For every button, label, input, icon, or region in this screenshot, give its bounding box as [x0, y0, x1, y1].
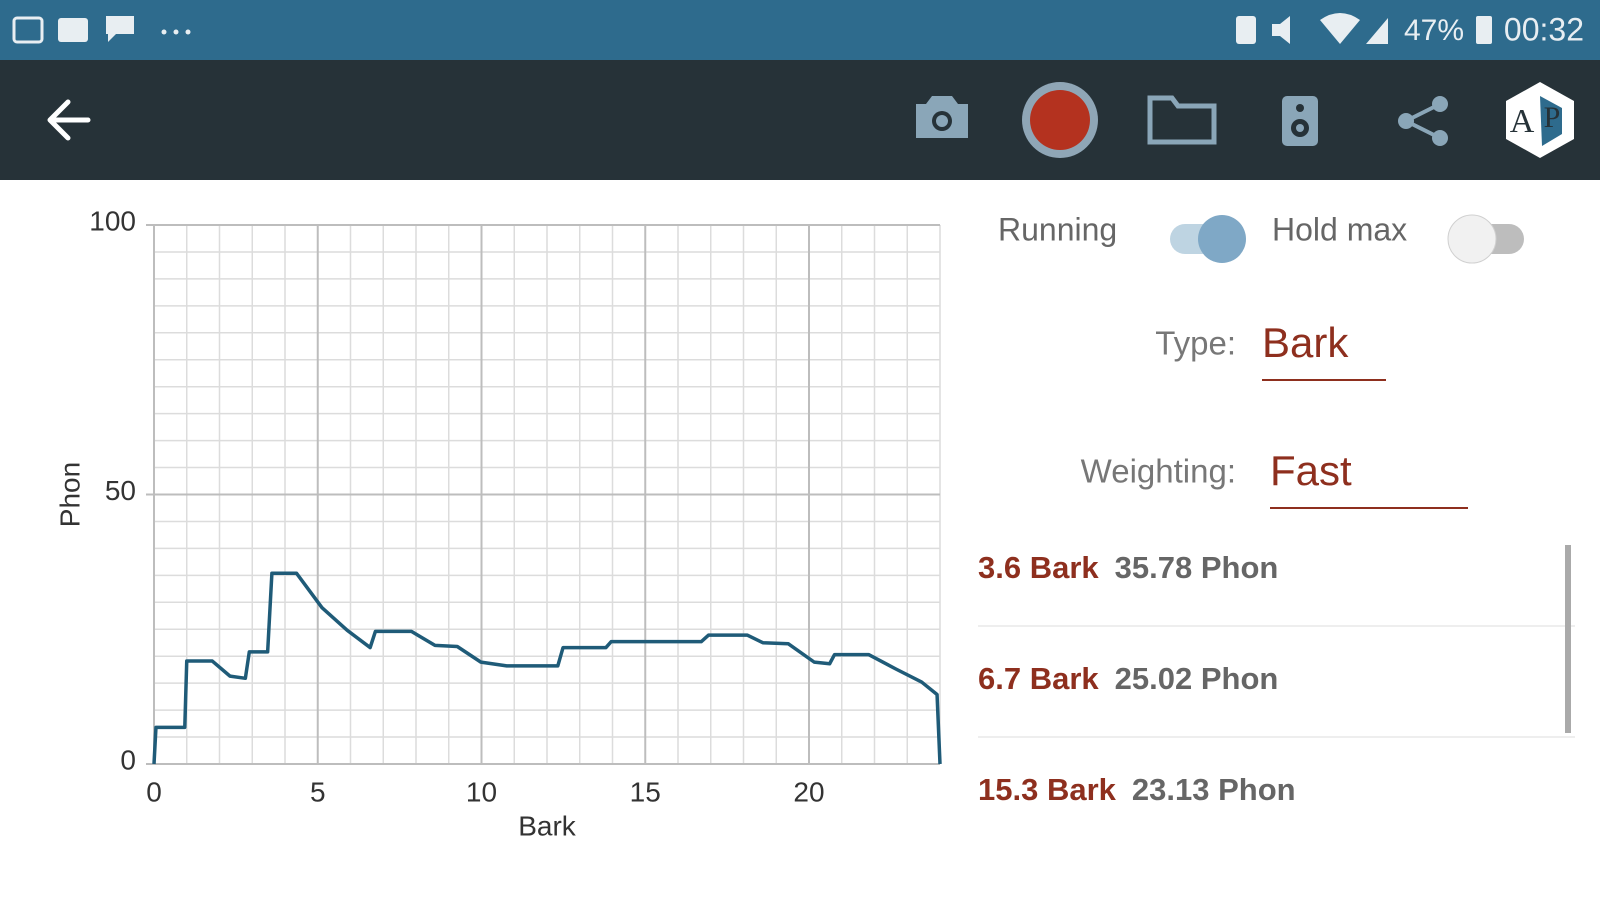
clock: 00:32 [1504, 11, 1584, 47]
logo-letter: P [1544, 101, 1561, 134]
type-label: Type: [1155, 325, 1236, 362]
weighting-label: Weighting: [1081, 453, 1236, 490]
x-tick-label: 15 [630, 776, 661, 807]
peak-bark: 15.3 Bark [978, 772, 1117, 807]
y-tick-label: 100 [89, 205, 136, 236]
speaker-button[interactable] [1282, 96, 1318, 146]
type-value[interactable]: Bark [1262, 319, 1349, 366]
peak-phon: 23.13 Phon [1132, 772, 1296, 807]
data-line [152, 571, 942, 765]
peak-bark: 3.6 Bark [978, 550, 1099, 585]
record-button[interactable] [1022, 82, 1098, 158]
x-axis-label: Bark [518, 810, 577, 841]
toggle-knob [1447, 214, 1497, 264]
running-label: Running [998, 211, 1117, 247]
back-button[interactable] [47, 99, 91, 141]
hold-max-toggle[interactable] [1447, 214, 1524, 264]
camera-button[interactable] [916, 96, 968, 138]
x-tick-label: 20 [793, 776, 824, 807]
folder-button[interactable] [1147, 95, 1217, 145]
x-tick-label: 10 [466, 776, 497, 807]
share-button[interactable] [1398, 96, 1448, 146]
y-tick-label: 50 [105, 475, 136, 506]
status-bar [0, 0, 1600, 60]
weighting-value[interactable]: Fast [1270, 447, 1352, 494]
toolbar [0, 60, 1600, 180]
y-tick-label: 0 [120, 744, 136, 775]
hold-max-label: Hold max [1272, 211, 1407, 247]
y-axis-label: Phon [54, 462, 85, 527]
toggle-knob [1198, 215, 1246, 263]
chart: 0 5 10 15 20 0 50 100 Bark Phon [54, 205, 942, 841]
battery-level: 47% [1404, 14, 1464, 47]
peak-phon: 35.78 Phon [1115, 550, 1279, 585]
x-tick-label: 0 [146, 776, 162, 807]
status-icons [12, 13, 1492, 44]
peak-bark: 6.7 Bark [978, 661, 1099, 696]
logo-letter: A [1510, 103, 1535, 140]
app-logo[interactable]: A P [1506, 82, 1574, 158]
scrollbar [1565, 545, 1571, 733]
x-tick-label: 5 [310, 776, 326, 807]
peak-phon: 25.02 Phon [1115, 661, 1279, 696]
peak-list: 3.6 Bark 35.78 Phon 6.7 Bark 25.02 Phon 15.3… [978, 550, 1575, 807]
running-toggle[interactable] [1170, 215, 1246, 263]
